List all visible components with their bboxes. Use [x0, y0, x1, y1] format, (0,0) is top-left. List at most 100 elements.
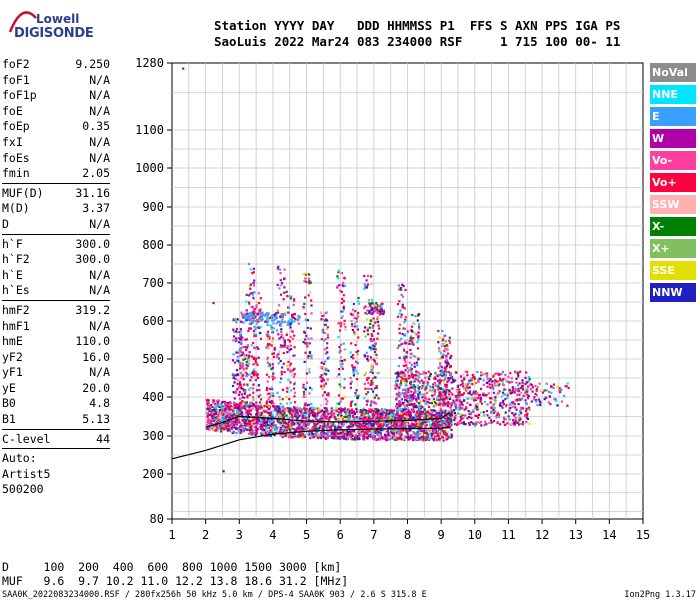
- echo-point: [503, 388, 506, 391]
- echo-point: [521, 420, 525, 424]
- echo-point: [421, 432, 424, 435]
- echo-point: [245, 358, 248, 361]
- echo-point: [269, 422, 272, 425]
- echo-point: [421, 387, 424, 390]
- echo-point: [242, 401, 246, 404]
- echo-point: [399, 344, 402, 347]
- echo-point: [416, 417, 419, 420]
- echo-point: [404, 402, 407, 405]
- echo-point: [280, 373, 283, 376]
- echo-point: [364, 312, 367, 315]
- echo-point: [272, 402, 275, 405]
- echo-point: [315, 432, 318, 435]
- echo-point: [254, 405, 257, 408]
- echo-point: [246, 394, 249, 398]
- echo-point: [343, 319, 346, 322]
- echo-point: [250, 422, 253, 425]
- echo-point: [243, 396, 246, 399]
- echo-point: [248, 301, 251, 304]
- echo-point: [488, 416, 491, 419]
- echo-point: [330, 429, 333, 433]
- echo-point: [392, 428, 395, 431]
- echo-point: [303, 435, 307, 438]
- echo-point: [485, 381, 489, 385]
- echo-point: [395, 429, 398, 432]
- echo-point: [463, 399, 466, 402]
- echo-point: [374, 410, 377, 413]
- echo-point: [356, 397, 359, 400]
- echo-point: [444, 433, 447, 436]
- echo-point: [271, 400, 274, 403]
- echo-point: [403, 375, 406, 378]
- echo-point: [323, 319, 326, 322]
- echo-point: [418, 411, 422, 414]
- echo-point: [372, 338, 375, 341]
- echo-point: [317, 421, 320, 424]
- echo-point: [407, 391, 410, 394]
- echo-point: [409, 356, 412, 359]
- echo-point: [369, 356, 372, 359]
- echo-point: [248, 294, 251, 297]
- echo-point: [343, 348, 346, 351]
- echo-point: [457, 412, 460, 415]
- echo-point: [256, 301, 259, 304]
- echo-point: [325, 425, 328, 428]
- echo-point: [305, 424, 308, 427]
- echo-point: [249, 427, 252, 430]
- echo-point: [237, 403, 240, 406]
- echo-point: [222, 407, 225, 410]
- echo-point: [425, 398, 428, 401]
- echo-point: [285, 333, 288, 337]
- echo-point: [433, 393, 436, 396]
- echo-point: [320, 419, 323, 422]
- echo-point: [435, 420, 438, 423]
- echo-point: [389, 416, 392, 419]
- echo-point: [286, 390, 289, 393]
- echo-point: [373, 401, 376, 404]
- echo-point: [370, 358, 373, 361]
- echo-point: [507, 392, 510, 395]
- echo-point: [237, 411, 240, 414]
- echo-point: [495, 372, 498, 375]
- x-tick-label: 10: [468, 528, 482, 542]
- echo-point: [374, 348, 377, 351]
- echo-point: [222, 413, 225, 416]
- echo-point: [364, 387, 367, 390]
- echo-point: [418, 429, 421, 432]
- y-tick-label: 300: [142, 429, 164, 443]
- echo-point: [403, 307, 406, 310]
- echo-point: [370, 419, 373, 422]
- echo-point: [290, 348, 293, 351]
- echo-point: [319, 312, 322, 315]
- echo-point: [535, 394, 538, 397]
- echo-point: [408, 369, 411, 372]
- echo-point: [550, 391, 553, 394]
- echo-point: [378, 423, 381, 427]
- echo-point: [463, 423, 466, 426]
- echo-point: [444, 416, 447, 419]
- echo-point: [516, 393, 519, 396]
- echo-point: [518, 393, 521, 396]
- echo-point: [285, 422, 288, 425]
- echo-point: [432, 397, 435, 401]
- echo-point: [282, 416, 285, 420]
- echo-point: [295, 409, 298, 412]
- param-key: h`F: [2, 236, 23, 251]
- echo-point: [436, 395, 440, 398]
- echo-point: [408, 342, 411, 345]
- echo-point: [457, 422, 460, 425]
- echo-point: [404, 361, 407, 364]
- echo-point: [407, 402, 410, 406]
- echo-point: [520, 422, 523, 425]
- echo-point: [435, 402, 438, 405]
- echo-point: [267, 398, 270, 401]
- echo-point: [227, 406, 230, 409]
- echo-point: [426, 383, 429, 386]
- echo-point: [240, 413, 244, 416]
- echo-point: [388, 412, 391, 415]
- echo-point: [313, 428, 316, 431]
- echo-point: [249, 409, 252, 412]
- echo-point: [279, 411, 282, 414]
- echo-point: [516, 384, 520, 387]
- echo-point: [310, 431, 313, 434]
